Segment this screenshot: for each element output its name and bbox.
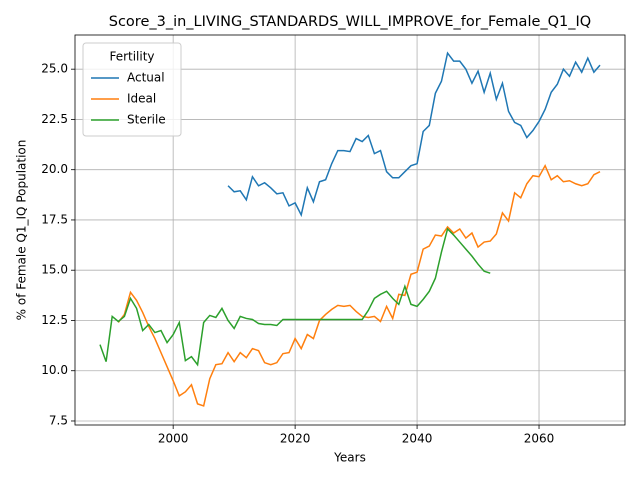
legend-label: Sterile (127, 113, 166, 127)
x-axis-label: Years (333, 451, 366, 465)
y-tick-label: 7.5 (49, 413, 68, 427)
y-tick-label: 17.5 (41, 212, 68, 226)
legend-label: Ideal (127, 92, 156, 106)
x-tick-label: 2020 (280, 432, 311, 446)
legend-box (82, 42, 182, 137)
y-axis-label: % of Female Q1_IQ Population (15, 140, 29, 321)
series-line (99, 227, 491, 367)
plot-frame (74, 34, 626, 426)
y-tick-label: 12.5 (41, 313, 68, 327)
legend-title: Fertility (109, 50, 154, 64)
y-tick-label: 22.5 (41, 112, 68, 126)
y-tick-label: 10.0 (41, 363, 68, 377)
y-tick-label: 25.0 (41, 62, 68, 76)
y-tick-label: 20.0 (41, 162, 68, 176)
x-tick-label: 2040 (402, 432, 433, 446)
legend-label: Actual (127, 71, 165, 85)
x-tick-label: 2000 (158, 432, 189, 446)
series-line (117, 163, 601, 407)
y-tick-label: 15.0 (41, 263, 68, 277)
chart-title: Score_3_in_LIVING_STANDARDS_WILL_IMPROVE… (109, 14, 591, 30)
series-line (227, 51, 601, 218)
x-tick-label: 2060 (524, 432, 555, 446)
